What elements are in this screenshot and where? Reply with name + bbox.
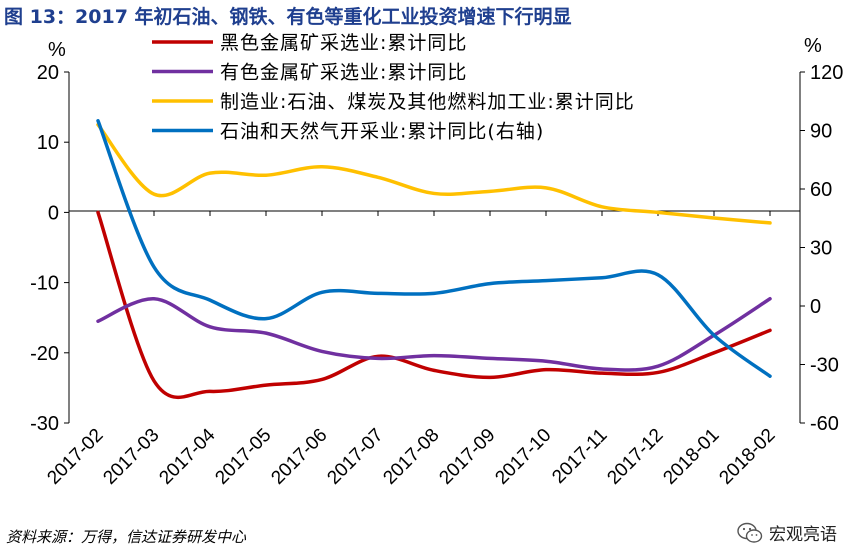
- legend-label: 有色金属矿采选业:累计同比: [220, 62, 467, 84]
- right-tick-label: 120: [810, 62, 843, 84]
- right-tick-label: 90: [810, 121, 832, 143]
- series-line-3: [96, 122, 772, 225]
- right-unit-label: %: [804, 35, 822, 57]
- legend-label: 石油和天然气开采业:累计同比(右轴): [220, 121, 544, 143]
- right-tick-label: 0: [810, 296, 821, 318]
- watermark: 宏观亮语: [737, 520, 837, 545]
- series-line-4: [96, 119, 772, 378]
- wechat-icon: [737, 522, 763, 543]
- left-tick-label: 0: [48, 202, 59, 224]
- right-tick-label: -60: [810, 413, 839, 435]
- right-tick-label: 30: [810, 238, 832, 260]
- x-tick-label: 2017-11: [548, 425, 611, 488]
- x-tick-label: 2017-05: [211, 425, 275, 489]
- x-tick-label: 2017-07: [323, 425, 387, 489]
- x-tick-label: 2017-12: [603, 425, 667, 489]
- right-tick-label: -30: [810, 355, 839, 377]
- right-tick-label: 60: [810, 179, 832, 201]
- left-tick-label: 10: [37, 132, 59, 154]
- x-tick-label: 2018-02: [715, 425, 779, 489]
- source-note: 资料来源：万得，信达证券研发中心: [6, 528, 247, 546]
- figure-title: 图 13：2017 年初石油、钢铁、有色等重化工业投资增速下行明显: [4, 6, 572, 28]
- x-tick-label: 2018-01: [659, 425, 723, 489]
- x-tick-label: 2017-09: [435, 425, 499, 489]
- series-line-2: [96, 296, 772, 372]
- series-line-1: [96, 210, 772, 400]
- x-tick-label: 2017-06: [267, 425, 331, 489]
- x-tick-label: 2017-04: [155, 424, 219, 488]
- left-tick-label: -10: [30, 273, 59, 295]
- legend-label: 黑色金属矿采选业:累计同比: [220, 32, 467, 54]
- x-tick-label: 2017-03: [99, 425, 163, 489]
- watermark-text: 宏观亮语: [769, 525, 837, 545]
- left-tick-label: -20: [30, 343, 59, 365]
- left-unit-label: %: [48, 39, 66, 61]
- x-tick-label: 2017-10: [491, 425, 555, 489]
- x-tick-label: 2017-08: [379, 425, 443, 489]
- left-tick-label: 20: [37, 62, 59, 84]
- left-tick-label: -30: [30, 413, 59, 435]
- legend-label: 制造业:石油、煤炭及其他燃料加工业:累计同比: [220, 91, 635, 113]
